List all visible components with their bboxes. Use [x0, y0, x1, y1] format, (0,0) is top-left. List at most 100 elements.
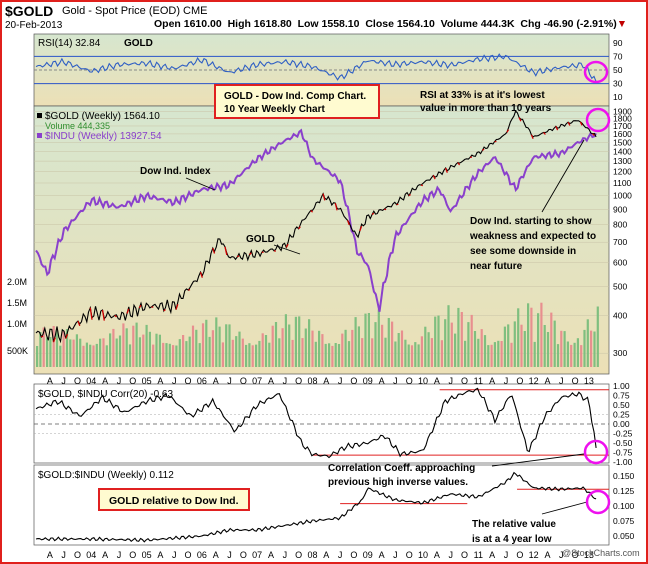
volume-bar — [221, 342, 224, 367]
price-x-label: O — [572, 376, 579, 386]
ratio-x-label: J — [61, 550, 66, 560]
ratio-x-label: 10 — [418, 550, 428, 560]
volume-bar — [241, 338, 244, 367]
ratio-x-label: A — [157, 550, 163, 560]
price-x-label: O — [295, 376, 302, 386]
price-x-label: 12 — [529, 376, 539, 386]
price-x-label: 09 — [363, 376, 373, 386]
price-tick-label: 800 — [613, 220, 627, 230]
volume-bar — [42, 327, 45, 367]
volume-bar — [145, 324, 148, 367]
volume-bar — [546, 332, 550, 367]
quote-line: Open 1610.00 High 1618.80 Low 1558.10 Cl… — [154, 18, 627, 30]
price-x-label: J — [448, 376, 453, 386]
ratio-title: $GOLD:$INDU (Weekly) 0.112 — [38, 470, 174, 481]
price-x-label: J — [227, 376, 232, 386]
gold-legend: $GOLD (Weekly) 1564.10 — [45, 111, 160, 122]
grid-lines — [34, 55, 609, 434]
price-x-label: O — [406, 376, 413, 386]
volume-bar — [540, 302, 543, 367]
exchange-label: CME — [183, 5, 208, 17]
volume-bar — [92, 345, 95, 367]
volume-bar — [95, 343, 98, 367]
volume-bar — [255, 344, 258, 367]
price-x-label: A — [434, 376, 440, 386]
volume-bar — [198, 343, 201, 367]
corr-line — [35, 387, 597, 459]
corr-tick-label: -1.00 — [613, 457, 633, 467]
axis-labels: 1030507090300400500600700800900100011001… — [7, 38, 635, 560]
volume-bar — [172, 345, 175, 367]
price-x-label: J — [172, 376, 177, 386]
dow-weakness-pointer — [541, 139, 585, 213]
volume-bar — [377, 309, 380, 367]
volume-bar — [483, 335, 487, 367]
volume-bar — [556, 344, 560, 367]
volume-tick-label: 2.0M — [7, 277, 27, 287]
ratio-x-label: A — [544, 550, 550, 560]
price-tick-label: 1300 — [613, 156, 632, 166]
volume-bar — [318, 330, 321, 367]
volume-bar — [523, 331, 526, 367]
volume-bar — [178, 339, 181, 367]
chart-date: 20-Feb-2013 — [5, 20, 63, 31]
gold-down-week — [579, 121, 583, 126]
rsi-highlight-circle — [583, 60, 609, 84]
volume-bar — [228, 324, 231, 367]
volume-tick-label: 1.0M — [7, 319, 27, 329]
price-x-label: O — [129, 376, 136, 386]
rsi-tick-label: 50 — [613, 65, 623, 75]
price-x-label: J — [117, 376, 122, 386]
volume-bar — [85, 342, 88, 367]
volume-bar — [109, 333, 112, 367]
volume-bar — [354, 317, 357, 367]
volume-bar — [537, 313, 540, 367]
gold-legend-icon — [37, 113, 42, 118]
volume-bar — [527, 303, 530, 367]
gold-down-week — [298, 226, 301, 230]
volume-bar — [205, 319, 208, 367]
gold-down-week — [126, 308, 130, 314]
volume-bar — [328, 343, 331, 367]
price-tick-label: 900 — [613, 204, 627, 214]
price-x-label: 10 — [418, 376, 428, 386]
ratio-annotation-line-2: is at a 4 year low — [472, 534, 552, 545]
volume-bar — [407, 344, 410, 367]
volume-bar — [543, 325, 546, 367]
corr-tick-label: -0.75 — [613, 448, 633, 458]
gold-down-week — [199, 271, 203, 278]
volume-bar — [138, 337, 141, 367]
rsi-tick-label: 30 — [613, 79, 623, 89]
volume-bar — [503, 326, 506, 367]
ratio-x-label: O — [129, 550, 136, 560]
ratio-highlight-circle — [585, 489, 611, 515]
volume-bar — [128, 344, 132, 367]
volume-bar — [573, 342, 576, 367]
volume-bar — [89, 344, 92, 367]
corr-tick-label: 0.75 — [613, 391, 630, 401]
ratio-x-label: J — [504, 550, 509, 560]
volume-bar — [102, 338, 105, 367]
volume-bar — [397, 333, 400, 367]
volume-bar — [115, 338, 118, 367]
price-tick-label: 1100 — [613, 178, 632, 188]
ratio-x-label: J — [559, 550, 564, 560]
change-down-icon: ▼ — [616, 18, 628, 30]
price-tick-label: 1000 — [613, 190, 632, 200]
ratio-x-label: J — [338, 550, 343, 560]
volume-bar — [278, 338, 281, 367]
gold-down-week — [506, 129, 510, 133]
volume-bar — [487, 345, 490, 367]
volume-bar — [357, 326, 360, 367]
ratio-line — [35, 471, 597, 543]
ratio-x-label: O — [295, 550, 302, 560]
volume-bar — [473, 331, 477, 367]
price-x-label: 04 — [86, 376, 96, 386]
quote-low: Low 1558.10 — [297, 18, 360, 30]
main-callout-line-1: GOLD - Dow Ind. Comp Chart. — [224, 91, 366, 102]
volume-bar — [553, 320, 556, 367]
volume-bar — [291, 339, 294, 367]
ratio-x-label: 04 — [86, 550, 96, 560]
price-tick-label: 1600 — [613, 129, 632, 139]
